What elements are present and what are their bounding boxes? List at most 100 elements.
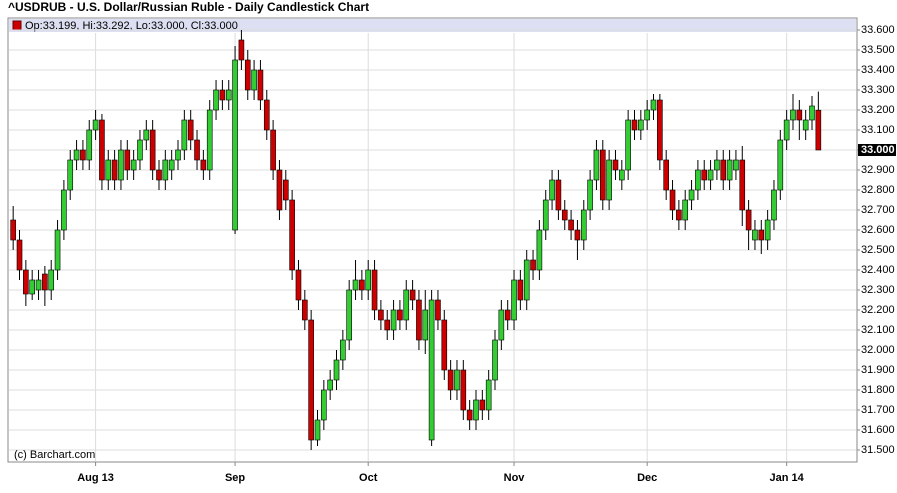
y-tick-label: 32.000 xyxy=(861,344,895,356)
candle-body xyxy=(447,369,454,391)
candle-body xyxy=(517,279,524,301)
candle-body xyxy=(99,119,105,181)
y-tick-label: 32.600 xyxy=(861,224,895,236)
candle-body xyxy=(466,409,473,421)
candle-body xyxy=(175,149,181,161)
y-tick-label: 31.600 xyxy=(861,424,895,436)
candle-body xyxy=(302,299,308,321)
x-tick-label: Nov xyxy=(504,472,526,484)
candle-body xyxy=(511,279,517,321)
candle-body xyxy=(492,339,498,381)
candle-body xyxy=(200,159,207,171)
y-tick-label: 31.500 xyxy=(861,444,895,456)
y-tick-label: 32.400 xyxy=(861,264,895,276)
candle-body xyxy=(745,209,752,231)
candle-body xyxy=(54,229,61,271)
candle-body xyxy=(555,179,562,211)
candle-body xyxy=(333,359,340,381)
candle-body xyxy=(568,219,574,231)
candle-body xyxy=(479,399,486,411)
x-tick-label: Aug 13 xyxy=(77,472,114,484)
candle-body xyxy=(73,149,80,161)
candle-body xyxy=(542,199,549,231)
y-tick-label: 32.800 xyxy=(861,184,895,196)
candle-body xyxy=(48,269,55,291)
last-price-label: 33.000 xyxy=(861,144,895,156)
y-tick-label: 32.200 xyxy=(861,304,895,316)
candle-body xyxy=(168,159,175,171)
candle-body xyxy=(428,299,435,441)
chart-title: ^USDRUB - U.S. Dollar/Russian Ruble - Da… xyxy=(8,0,369,14)
candle-body xyxy=(263,99,270,131)
candle-body xyxy=(631,119,638,131)
candle-body xyxy=(308,319,314,441)
candle-body xyxy=(695,169,701,191)
candle-body xyxy=(752,229,758,241)
candle-body xyxy=(92,119,99,131)
candle-body xyxy=(403,289,410,321)
candle-body xyxy=(219,89,226,101)
candle-body xyxy=(739,159,746,211)
candle-body xyxy=(707,169,714,181)
candle-body xyxy=(733,159,739,171)
candle-body xyxy=(327,379,333,391)
last-price-box xyxy=(858,144,896,156)
candle-body xyxy=(244,59,251,91)
candle-body xyxy=(619,169,625,181)
candle-body xyxy=(460,369,467,411)
candle-body xyxy=(714,159,720,171)
candle-body xyxy=(416,299,422,341)
candle-body xyxy=(181,119,188,151)
candle-body xyxy=(80,149,86,161)
candle-body xyxy=(498,309,505,341)
candle-body xyxy=(289,199,295,271)
candle-body xyxy=(650,99,657,111)
candle-body xyxy=(295,269,302,301)
legend-band xyxy=(9,19,856,32)
candle-body xyxy=(422,309,429,341)
candle-body xyxy=(282,179,289,201)
candle-body xyxy=(16,239,23,271)
y-tick-label: 32.500 xyxy=(861,244,895,256)
candle-body xyxy=(194,139,200,161)
candle-body xyxy=(638,119,644,131)
candle-body xyxy=(523,259,530,301)
candle-body xyxy=(612,159,619,171)
candle-body xyxy=(606,159,612,201)
candle-body xyxy=(454,369,460,391)
candle-body xyxy=(23,269,29,295)
candle-body xyxy=(270,129,276,171)
candle-body xyxy=(143,129,150,141)
candle-body xyxy=(67,159,74,191)
candle-body xyxy=(35,279,42,291)
candle-body xyxy=(802,119,809,131)
candle-body xyxy=(390,309,397,331)
candle-body xyxy=(625,119,631,171)
candle-body xyxy=(187,119,194,141)
legend-text: Op:33.199, Hi:33.292, Lo:33.000, Cl:33.0… xyxy=(25,20,238,32)
candle-body xyxy=(783,119,790,141)
candle-body xyxy=(688,189,695,201)
candle-body xyxy=(593,149,600,181)
candle-body xyxy=(156,169,162,181)
candle-body xyxy=(352,279,359,291)
candle-body xyxy=(346,289,352,341)
candle-body xyxy=(657,99,663,161)
candle-body xyxy=(549,179,555,201)
candle-body xyxy=(371,269,378,311)
candle-body xyxy=(206,109,213,171)
candle-body xyxy=(796,109,803,121)
legend-swatch xyxy=(12,20,22,31)
y-tick-label: 31.800 xyxy=(861,384,895,396)
candle-body xyxy=(105,159,112,181)
candle-body xyxy=(232,59,238,231)
x-tick-label: Oct xyxy=(359,472,378,484)
candle-body xyxy=(149,129,156,171)
y-tick-label: 31.900 xyxy=(861,364,895,376)
candle-body xyxy=(378,309,384,321)
candle-body xyxy=(162,159,169,181)
candle-body xyxy=(384,319,391,331)
y-tick-label: 32.700 xyxy=(861,204,895,216)
candle-body xyxy=(790,109,796,121)
